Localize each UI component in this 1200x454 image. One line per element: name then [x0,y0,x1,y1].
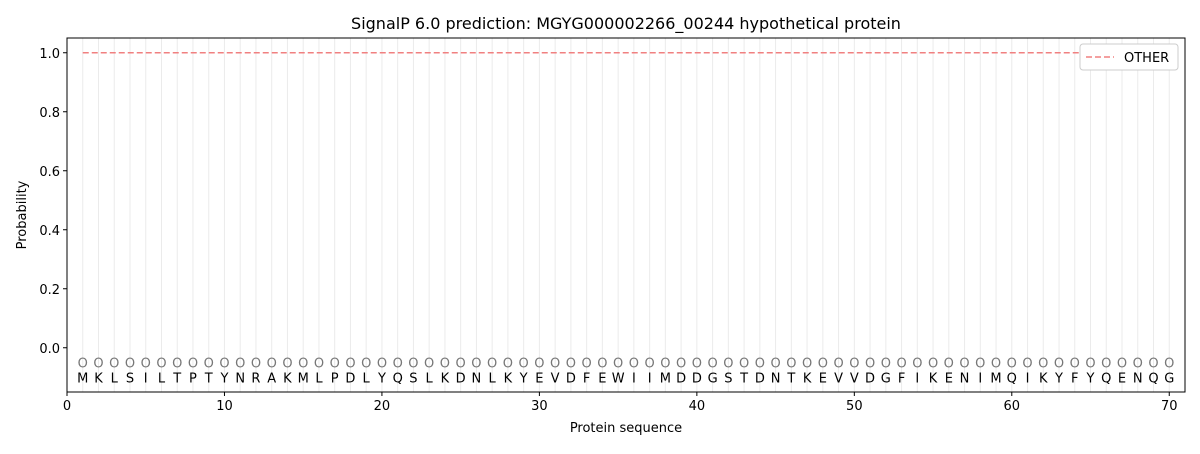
y-tick-label: 0.0 [39,342,60,357]
y-tick-label: 0.2 [39,283,60,298]
x-axis-label: Protein sequence [570,421,682,436]
x-tick-label: 10 [216,399,233,414]
chart-title: SignalP 6.0 prediction: MGYG000002266_00… [351,14,901,34]
y-tick-label: 0.6 [39,165,60,180]
y-tick-label: 0.8 [39,106,60,121]
x-tick-label: 30 [531,399,548,414]
x-tick-label: 70 [1161,399,1178,414]
x-tick-label: 40 [689,399,706,414]
x-tick-label: 50 [846,399,863,414]
region-labels: OOOOOOOOOOOOOOOOOOOOOOOOOOOOOOOOOOOOOOOO… [78,357,1175,372]
y-axis-label: Probability [15,180,30,249]
y-tick-label: 0.4 [39,224,60,239]
plot-frame [66,37,1186,393]
x-tick-label: 20 [374,399,391,414]
residue-sequence: MKLSILTPTYNRAKMLPDLYQSLKDNLKYEVDFEWIIMDD… [77,371,1174,386]
x-tick-label: 60 [1004,399,1021,414]
legend-label-other: OTHER [1124,51,1169,66]
y-tick-label: 1.0 [39,47,60,62]
legend: OTHER [1079,43,1179,71]
x-tick-label: 0 [63,399,71,414]
